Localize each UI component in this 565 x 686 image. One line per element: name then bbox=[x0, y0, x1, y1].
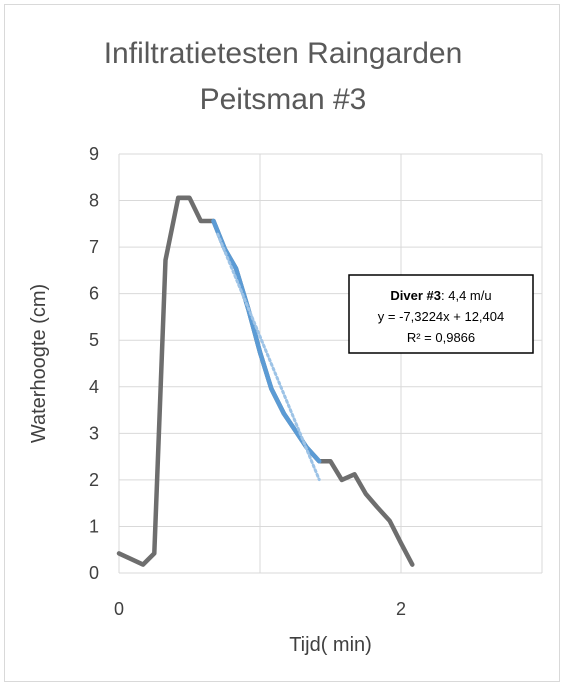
chart-svg: Infiltratietesten Raingarden Peitsman #3… bbox=[28, 37, 543, 656]
y-tick-label: 9 bbox=[89, 144, 99, 164]
y-tick-label: 6 bbox=[89, 284, 99, 304]
trendline-annotation: Diver #3: 4,4 m/u y = -7,3224x + 12,404 … bbox=[348, 274, 534, 354]
x-axis-label: Tijd( min) bbox=[289, 634, 372, 656]
x-tick-label: 2 bbox=[396, 599, 406, 619]
series-line-2 bbox=[211, 218, 322, 464]
chart-area: Infiltratietesten Raingarden Peitsman #3… bbox=[4, 4, 560, 682]
series-line-1 bbox=[116, 195, 415, 567]
chart-title-line-1: Infiltratietesten Raingarden bbox=[104, 37, 463, 70]
y-tick-label: 7 bbox=[89, 237, 99, 257]
y-tick-label: 0 bbox=[89, 563, 99, 583]
y-tick-label: 3 bbox=[89, 423, 99, 443]
annotation-diver-label: Diver #3 bbox=[390, 288, 441, 303]
y-tick-label: 1 bbox=[89, 516, 99, 536]
y-tick-label: 8 bbox=[89, 191, 99, 211]
trendline bbox=[216, 232, 321, 482]
trendline-group bbox=[216, 232, 321, 482]
annotation-rate: : 4,4 m/u bbox=[441, 288, 492, 303]
x-tick-label: 0 bbox=[114, 599, 124, 619]
y-tick-label: 4 bbox=[89, 377, 99, 397]
y-tick-label: 2 bbox=[89, 470, 99, 490]
annotation-equation: y = -7,3224x + 12,404 bbox=[378, 309, 504, 324]
annotation-line-1: Diver #3: 4,4 m/u bbox=[390, 288, 491, 303]
y-tick-label: 5 bbox=[89, 330, 99, 350]
data-series bbox=[116, 195, 415, 567]
chart-title: Infiltratietesten Raingarden Peitsman #3 bbox=[104, 37, 463, 116]
gridlines bbox=[118, 153, 543, 574]
annotation-box bbox=[348, 274, 534, 354]
y-axis-label: Waterhoogte (cm) bbox=[28, 284, 50, 443]
y-tick-labels: 0 1 2 3 4 5 6 7 8 9 bbox=[89, 144, 99, 583]
annotation-r-squared: R² = 0,9866 bbox=[407, 330, 475, 345]
chart-title-line-2: Peitsman #3 bbox=[200, 83, 367, 116]
